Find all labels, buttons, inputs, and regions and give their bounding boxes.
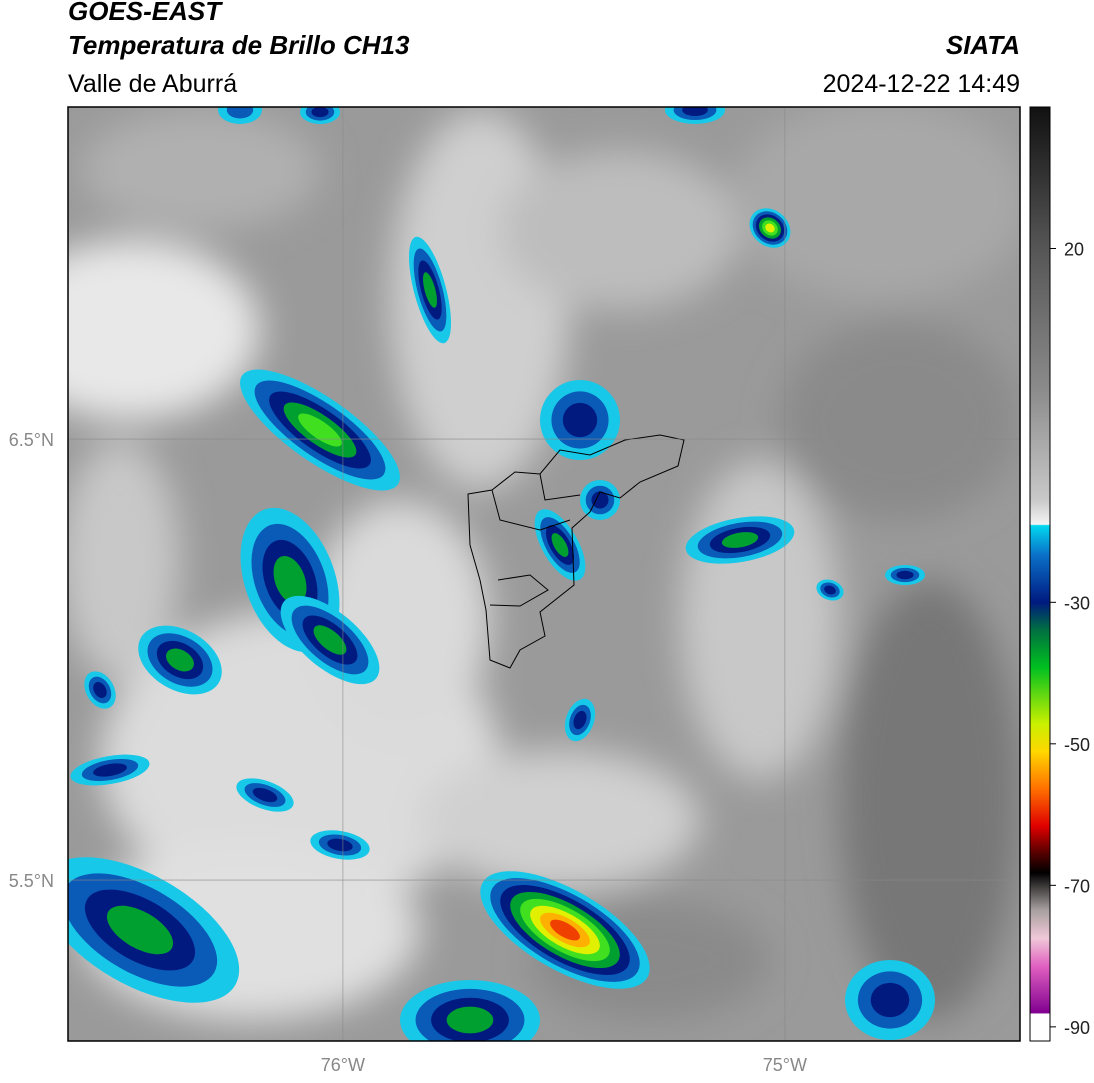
source: SIATA (946, 30, 1020, 60)
storm-cell (870, 982, 910, 1018)
cloud-texture (680, 460, 840, 780)
colorbar-tick-label: -50 (1064, 735, 1090, 755)
storm-cell (765, 223, 775, 233)
storm-cell (327, 838, 353, 852)
municipal-boundaries (467, 434, 685, 669)
cloud-texture (840, 580, 1020, 1020)
storm-cell (573, 710, 587, 730)
storm-cell (93, 763, 127, 777)
storm-cell (166, 648, 194, 672)
cloud-texture (730, 107, 1020, 300)
storm-cell (311, 107, 329, 118)
subtitle: Temperatura de Brillo CH13 (68, 30, 410, 60)
storm-cell (252, 787, 278, 803)
colorbar-tick-label: -70 (1064, 876, 1090, 896)
cloud-texture (68, 240, 260, 420)
datetime: 2024-12-22 14:49 (823, 70, 1020, 98)
map-frame (67, 106, 1021, 1042)
colorbar-tick-label: -30 (1064, 593, 1090, 613)
storm-cell (550, 919, 580, 941)
cloud-texture (780, 320, 1020, 520)
storm-cell (446, 1006, 494, 1034)
storm-cell (551, 533, 569, 557)
storm-cell (721, 532, 759, 548)
storm-cell (273, 555, 307, 605)
storm-cell (824, 585, 836, 595)
storm-cell (226, 107, 254, 119)
region: Valle de Aburrá (68, 70, 237, 98)
storm-cell (93, 681, 107, 699)
storm-cell (896, 570, 914, 580)
imagery (68, 107, 1020, 1041)
cloud-texture (80, 110, 320, 230)
colorbar-tick-label: 20 (1064, 240, 1084, 260)
y-tick-label: 6.5°N (9, 430, 54, 450)
cloud-texture (500, 150, 740, 310)
cloud-texture (420, 750, 700, 890)
x-tick-label: 75°W (763, 1055, 807, 1075)
storm-cell (562, 402, 598, 438)
storm-cell (682, 107, 708, 116)
colorbar (1029, 106, 1051, 1042)
storm-cell (298, 413, 342, 447)
storm-cell (422, 272, 438, 308)
cloud-texture (68, 440, 180, 680)
title: GOES-EAST (68, 0, 223, 26)
y-tick-label: 5.5°N (9, 871, 54, 891)
colorbar-tick-label: -90 (1064, 1018, 1090, 1038)
x-tick-label: 76°W (321, 1055, 365, 1075)
storm-cell (106, 905, 174, 955)
storm-cell (313, 625, 347, 655)
storm-cell (591, 491, 609, 509)
